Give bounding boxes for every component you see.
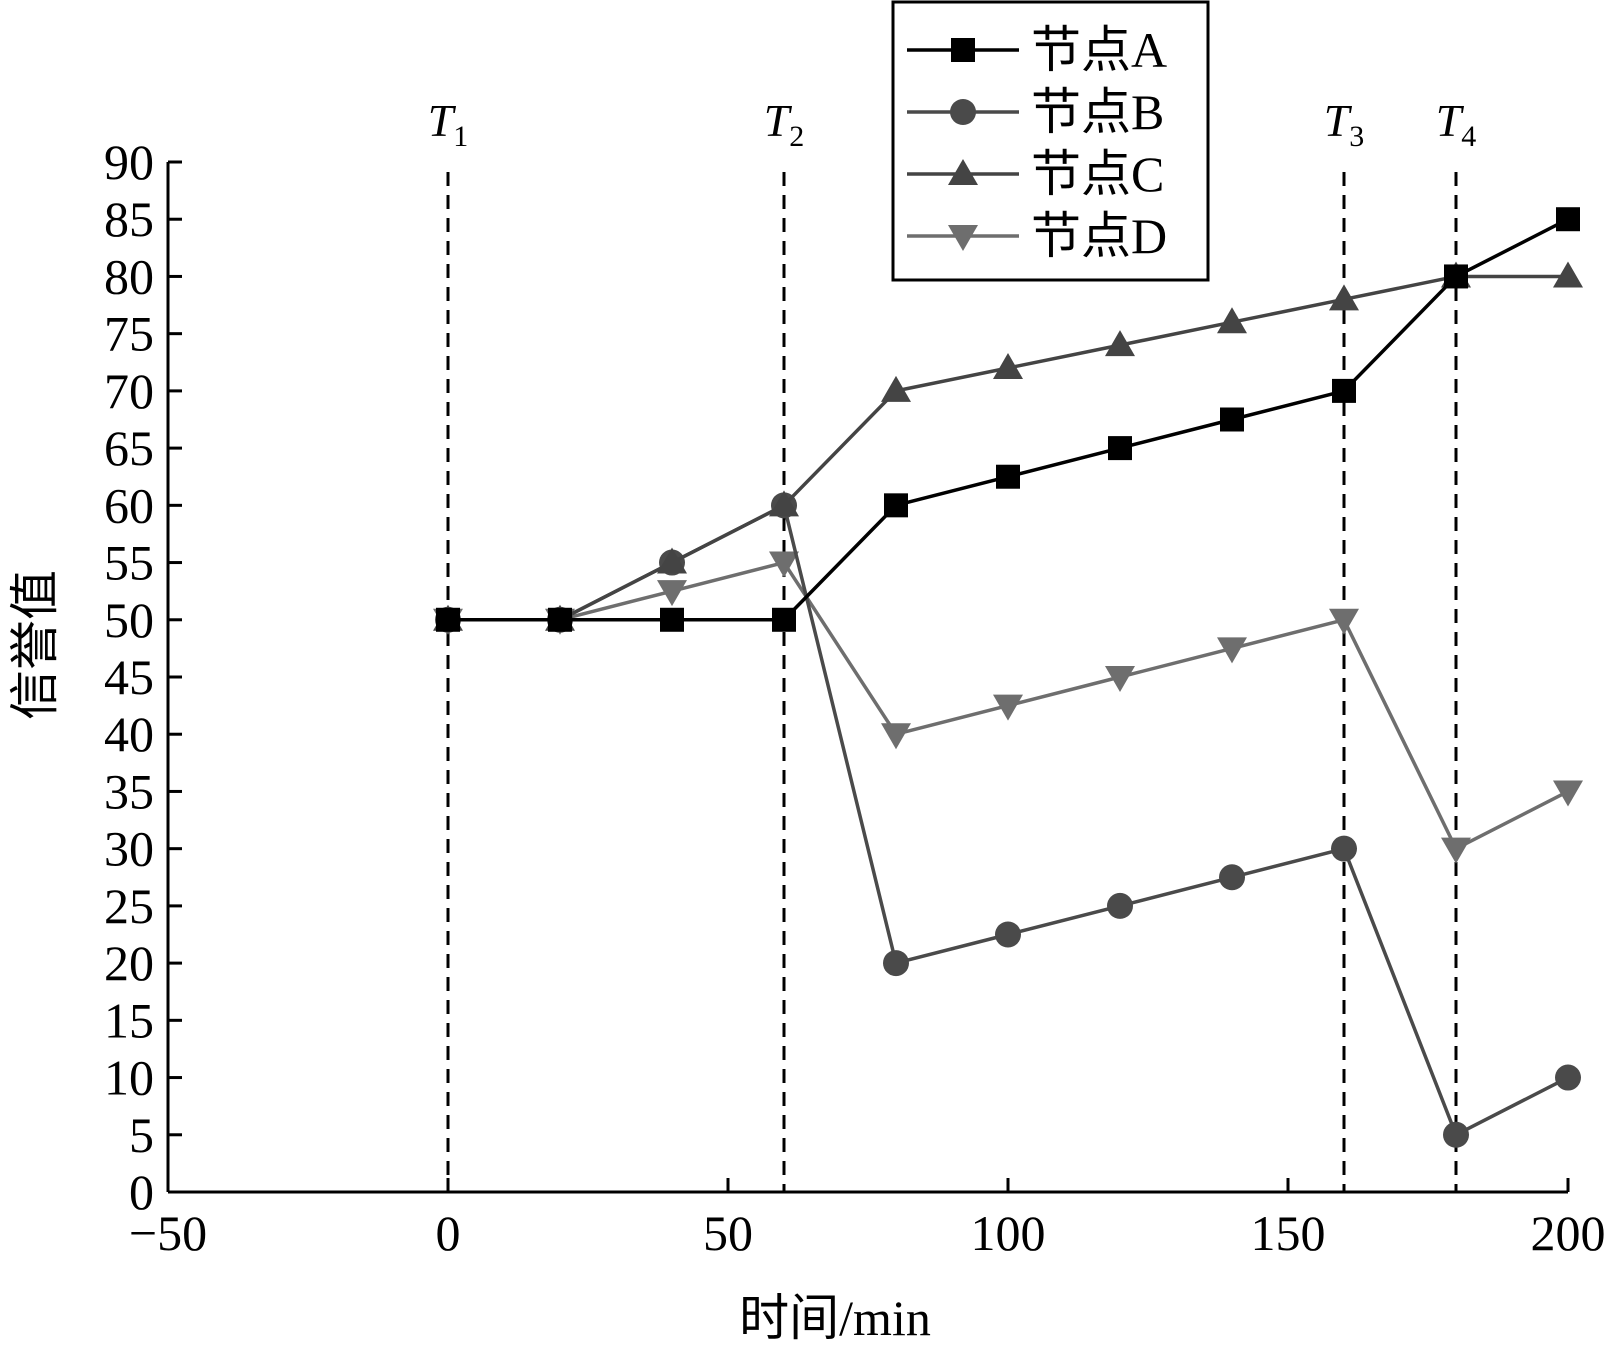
data-point	[881, 375, 911, 402]
y-tick-label: 0	[129, 1164, 154, 1220]
x-tick-label: −50	[129, 1205, 207, 1261]
data-point	[993, 694, 1023, 721]
y-tick-label: 15	[104, 992, 154, 1048]
data-point	[772, 607, 796, 632]
y-tick-label: 80	[104, 248, 154, 304]
series-4	[433, 551, 1583, 864]
series-2	[435, 492, 1581, 1148]
time-marker-letter: T	[764, 95, 793, 146]
data-point	[1332, 378, 1356, 403]
series-line	[448, 274, 1568, 622]
legend-label: 节点C	[1031, 146, 1164, 202]
data-point	[995, 921, 1021, 948]
time-marker-label: T2	[764, 95, 805, 153]
data-point	[1555, 1064, 1581, 1091]
y-tick-label: 5	[129, 1107, 154, 1163]
legend-marker	[948, 225, 978, 251]
time-marker-label: T3	[1324, 95, 1365, 153]
data-point	[1553, 780, 1583, 807]
data-point	[1441, 837, 1471, 864]
legend-marker	[951, 38, 975, 62]
data-point	[881, 723, 911, 750]
y-tick-label: 20	[104, 935, 154, 991]
y-axis-title: 信誉值	[7, 570, 63, 720]
y-tick-label: 75	[104, 306, 154, 362]
series-1	[436, 207, 1580, 632]
y-tick-label: 50	[104, 592, 154, 648]
series-line	[448, 503, 1569, 1137]
y-tick-label: 85	[104, 191, 154, 247]
data-point	[1329, 284, 1359, 311]
data-point	[1217, 307, 1247, 334]
legend-label: 节点B	[1031, 84, 1164, 140]
series-3	[433, 261, 1583, 631]
series-layer	[433, 207, 1583, 1148]
data-point	[657, 547, 687, 574]
y-tick-label: 90	[104, 134, 154, 190]
y-tick-label: 70	[104, 363, 154, 419]
data-point	[1107, 892, 1133, 919]
time-marker-label: T4	[1436, 95, 1477, 153]
y-tick-label: 55	[104, 535, 154, 591]
data-point	[993, 353, 1023, 379]
data-point	[436, 607, 460, 632]
data-point	[1220, 407, 1244, 432]
data-point	[1329, 608, 1359, 635]
y-tick-label: 10	[104, 1050, 154, 1106]
data-point	[769, 551, 799, 578]
y-tick-label: 30	[104, 821, 154, 877]
x-axis-title: 时间/min	[739, 1290, 931, 1346]
y-tick-label: 35	[104, 763, 154, 819]
time-marker-subscript: 1	[453, 120, 468, 153]
time-marker-label: T1	[428, 95, 469, 153]
legend-marker	[950, 99, 976, 125]
data-point	[1108, 436, 1132, 461]
y-tick-label: 65	[104, 420, 154, 476]
time-marker-letter: T	[1324, 95, 1353, 146]
y-tick-label: 60	[104, 477, 154, 533]
data-point	[1444, 264, 1468, 289]
data-point	[1217, 637, 1247, 664]
data-point	[548, 607, 572, 632]
y-tick-label: 25	[104, 878, 154, 934]
data-point	[1105, 666, 1135, 692]
x-tick-label: 100	[971, 1205, 1046, 1261]
legend-label: 节点D	[1031, 208, 1167, 264]
legend-marker	[948, 159, 978, 185]
x-tick-label: 0	[436, 1205, 461, 1261]
legend-label: 节点A	[1031, 22, 1167, 78]
data-point	[657, 580, 687, 607]
data-point	[1556, 207, 1580, 232]
data-point	[660, 607, 684, 632]
time-marker-letter: T	[1436, 95, 1465, 146]
data-point	[884, 493, 908, 518]
data-point	[1219, 864, 1245, 891]
data-point	[996, 464, 1020, 489]
data-point	[1331, 835, 1357, 862]
y-tick-label: 45	[104, 649, 154, 705]
y-tick-label: 40	[104, 706, 154, 762]
time-marker-letter: T	[428, 95, 457, 146]
data-point	[1443, 1121, 1469, 1148]
legend: 节点A 节点B 节点C 节点D	[891, 0, 1210, 282]
data-point	[769, 490, 799, 517]
data-point	[883, 950, 909, 977]
x-tick-label: 50	[703, 1205, 753, 1261]
x-tick-label: 200	[1531, 1205, 1606, 1261]
data-point	[1553, 261, 1583, 288]
x-tick-label: 150	[1251, 1205, 1326, 1261]
time-marker-layer: T1 T2 T3 T4	[428, 95, 1477, 1192]
time-marker-subscript: 3	[1349, 120, 1364, 153]
data-point	[1105, 330, 1135, 357]
time-marker-subscript: 2	[789, 120, 804, 153]
time-marker-subscript: 4	[1461, 120, 1476, 153]
